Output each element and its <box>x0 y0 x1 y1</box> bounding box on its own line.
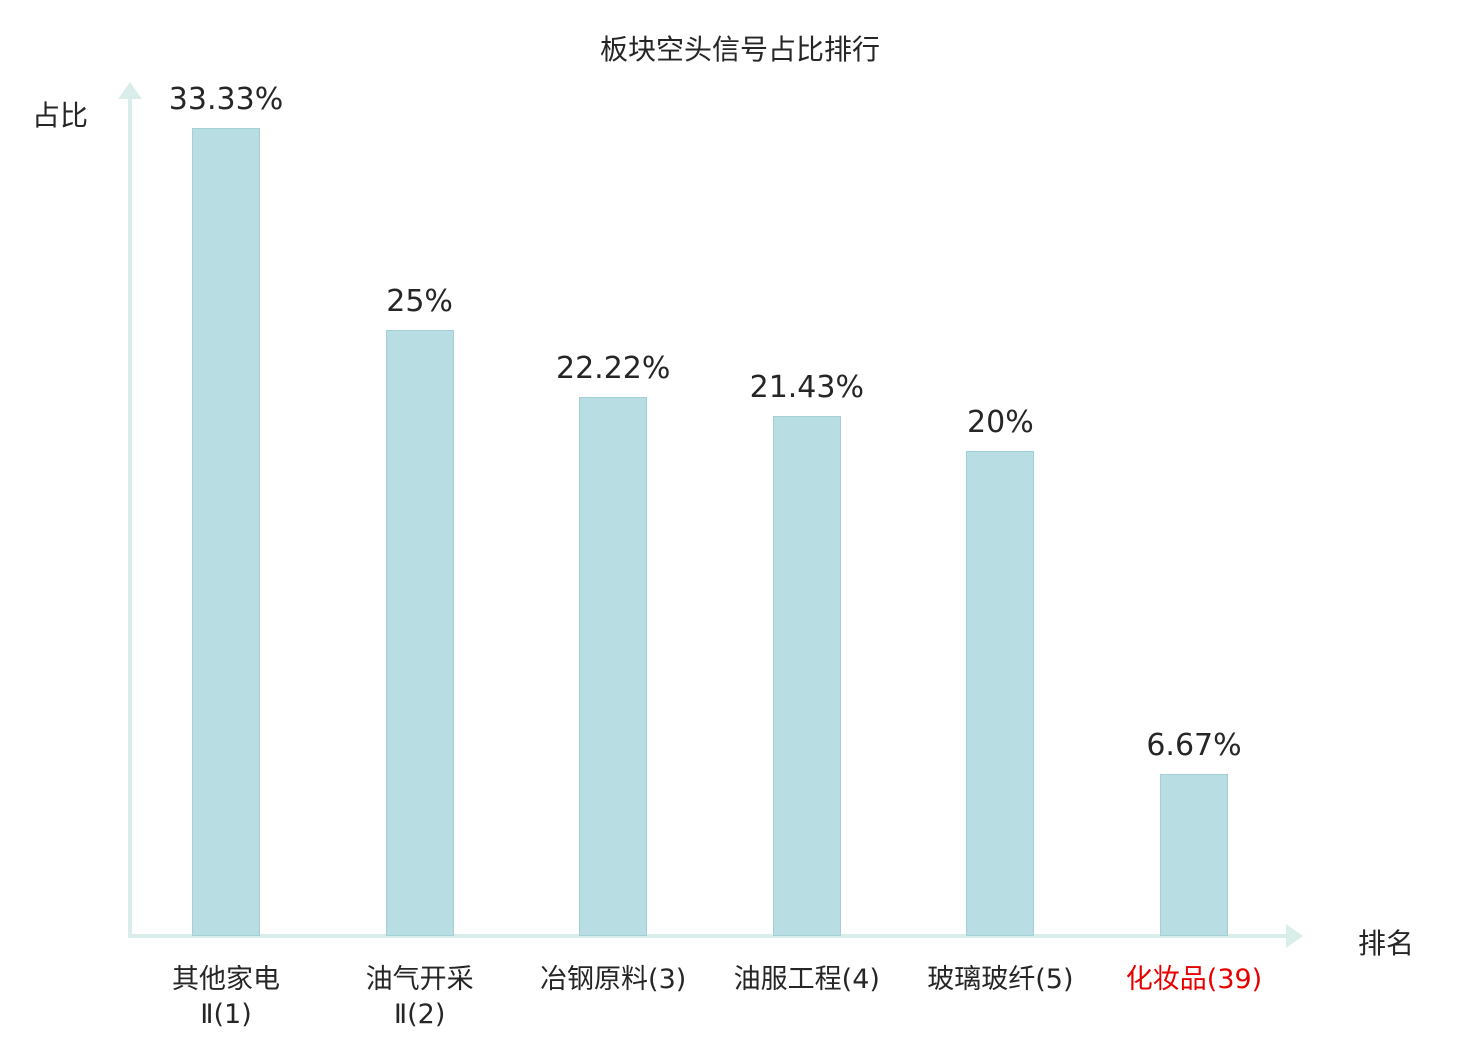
bar <box>385 330 454 936</box>
bar <box>192 128 260 936</box>
y-axis-arrow-icon <box>118 82 142 99</box>
bar <box>579 397 648 936</box>
bar-value-label: 6.67% <box>1146 728 1242 763</box>
chart-title: 板块空头信号占比排行 <box>599 33 880 66</box>
bar <box>772 416 841 936</box>
category-label-line: 冶钢原料(3) <box>540 964 687 995</box>
category-label-line: 化妆品(39) <box>1125 964 1263 995</box>
bar-value-label: 20% <box>967 405 1034 440</box>
bar <box>966 451 1035 936</box>
bar <box>1160 774 1228 936</box>
x-axis-arrow-icon <box>1286 924 1303 948</box>
category-label: 玻璃玻纤(5) <box>927 962 1073 997</box>
category-label-line: 油服工程(4) <box>733 964 880 995</box>
category-label: 其他家电 Ⅱ(1) <box>172 962 280 1032</box>
x-axis-label: 排名 <box>1358 927 1415 960</box>
category-label: 化妆品(39) <box>1126 962 1262 997</box>
category-label: 油气开采 Ⅱ(2) <box>366 962 474 1032</box>
bar-value-label: 22.22% <box>555 351 671 386</box>
y-axis-label: 占比 <box>32 99 89 132</box>
category-label-line: 玻璃玻纤(5) <box>927 964 1074 995</box>
category-label-line: 其他家电 <box>172 964 280 995</box>
bar-value-label: 25% <box>386 284 453 319</box>
category-label-line: 油气开采 <box>365 964 474 995</box>
category-label-line: Ⅱ(2) <box>393 999 446 1030</box>
category-label: 油服工程(4) <box>734 962 880 997</box>
y-axis-line <box>128 96 132 938</box>
bar-value-label: 21.43% <box>749 370 864 405</box>
category-label: 冶钢原料(3) <box>540 962 686 997</box>
bar-value-label: 33.33% <box>168 82 284 117</box>
x-axis-line <box>128 934 1288 938</box>
category-label-line: Ⅱ(1) <box>200 999 252 1030</box>
